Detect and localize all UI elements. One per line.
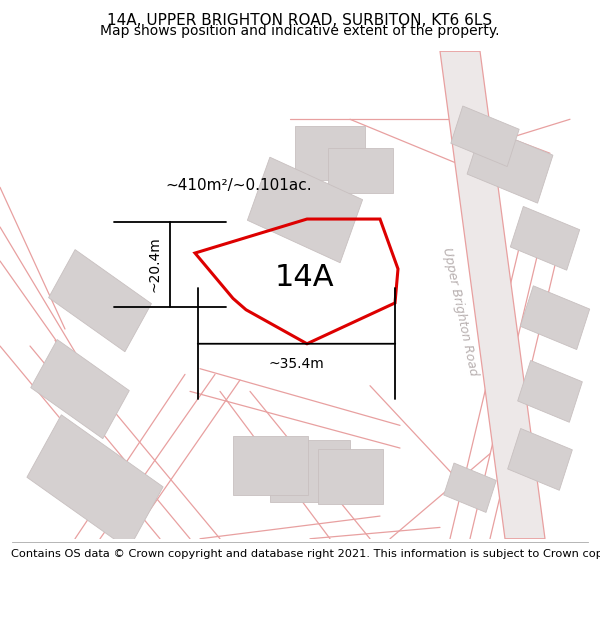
Polygon shape xyxy=(520,286,590,349)
Text: ~20.4m: ~20.4m xyxy=(148,236,162,292)
Polygon shape xyxy=(444,463,496,512)
Polygon shape xyxy=(467,126,553,203)
Text: ~35.4m: ~35.4m xyxy=(269,357,325,371)
Polygon shape xyxy=(27,415,163,549)
Polygon shape xyxy=(440,51,545,539)
Polygon shape xyxy=(233,436,308,494)
Polygon shape xyxy=(31,339,129,439)
Polygon shape xyxy=(247,158,362,262)
Polygon shape xyxy=(451,106,519,166)
Polygon shape xyxy=(49,249,151,352)
Text: Upper Brighton Road: Upper Brighton Road xyxy=(440,247,480,378)
Text: Contains OS data © Crown copyright and database right 2021. This information is : Contains OS data © Crown copyright and d… xyxy=(11,549,600,559)
Polygon shape xyxy=(270,439,350,502)
Polygon shape xyxy=(508,429,572,490)
Text: Map shows position and indicative extent of the property.: Map shows position and indicative extent… xyxy=(100,24,500,39)
Polygon shape xyxy=(317,449,383,504)
Polygon shape xyxy=(328,148,392,193)
Polygon shape xyxy=(295,126,365,181)
Polygon shape xyxy=(518,361,583,423)
Text: 14A, UPPER BRIGHTON ROAD, SURBITON, KT6 6LS: 14A, UPPER BRIGHTON ROAD, SURBITON, KT6 … xyxy=(107,12,493,28)
Polygon shape xyxy=(511,206,580,270)
Text: ~410m²/~0.101ac.: ~410m²/~0.101ac. xyxy=(165,177,311,192)
Text: 14A: 14A xyxy=(275,264,335,292)
